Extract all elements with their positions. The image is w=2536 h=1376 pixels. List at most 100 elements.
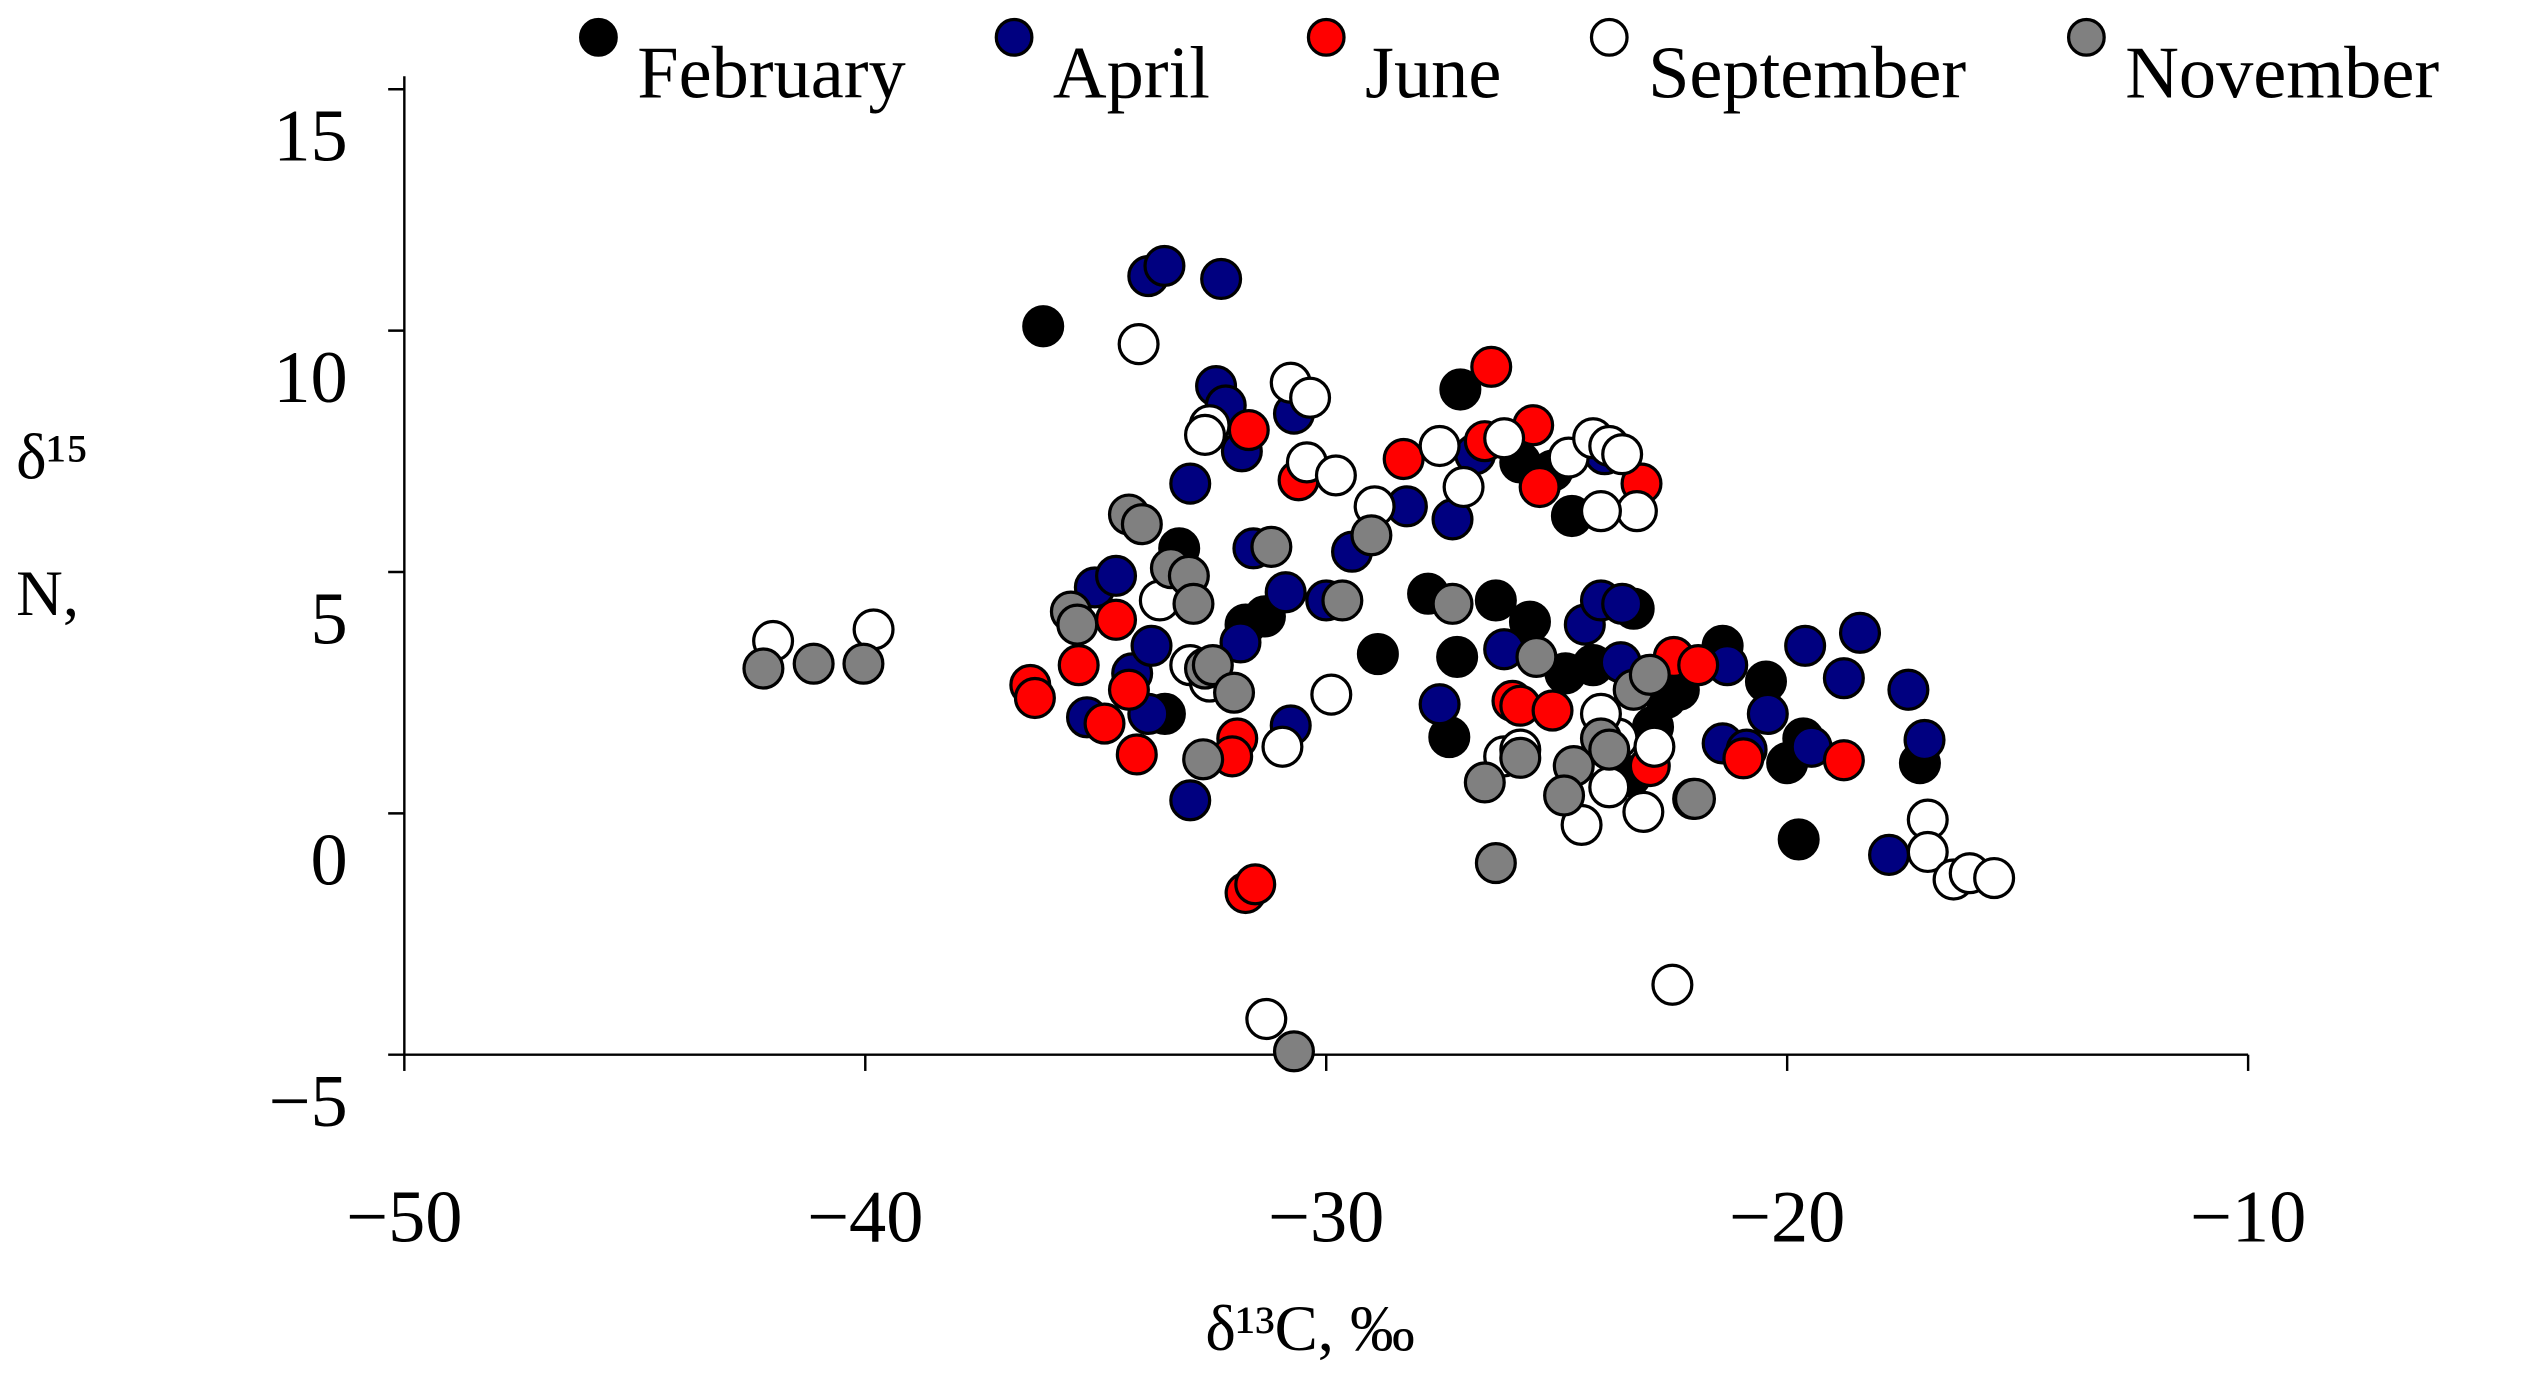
point [1868, 833, 1911, 876]
y-axis-title-box: δ¹⁵ N, [16, 420, 88, 629]
point [1777, 818, 1820, 861]
legend-label: February [637, 32, 905, 114]
point [1245, 997, 1288, 1041]
point [1289, 376, 1332, 419]
x-tick-label: −30 [1268, 1176, 1384, 1258]
point [1200, 257, 1243, 301]
point [1013, 676, 1056, 720]
point [1234, 863, 1277, 906]
point [1095, 598, 1138, 641]
point [1903, 718, 1946, 762]
point [1056, 603, 1099, 646]
point [1264, 571, 1307, 614]
point [1083, 702, 1126, 745]
point [1588, 728, 1631, 771]
point [1130, 624, 1173, 667]
point [1722, 737, 1765, 780]
point [1022, 305, 1065, 348]
legend-marker [1589, 17, 1629, 57]
point [1474, 841, 1517, 885]
point [1169, 462, 1212, 505]
point [1518, 465, 1561, 509]
point [742, 647, 785, 690]
point [1746, 692, 1789, 735]
y-tick-label: 10 [273, 337, 347, 419]
point [1474, 579, 1517, 622]
legend-marker [579, 17, 618, 57]
point [1314, 454, 1357, 497]
point [1499, 736, 1542, 779]
x-tick-label: −40 [807, 1176, 923, 1258]
y-tick-label: 0 [311, 820, 348, 902]
point [1219, 621, 1262, 664]
x-tick-label: −20 [1729, 1176, 1845, 1258]
point [842, 642, 885, 685]
x-axis-title: δ¹³C, ‰ [1205, 1293, 1414, 1365]
point [792, 642, 835, 685]
point [1183, 413, 1227, 456]
point [1213, 671, 1256, 714]
point [1350, 514, 1393, 557]
point [1633, 725, 1676, 768]
point [1107, 668, 1150, 711]
point [1588, 766, 1631, 809]
legend-marker [2066, 17, 2106, 57]
legend-marker [1306, 17, 1346, 57]
point [1784, 624, 1827, 667]
y-tick-label: 5 [311, 578, 348, 660]
legend-label: September [1648, 32, 1966, 114]
point [1822, 739, 1865, 782]
point [1483, 417, 1526, 460]
point [1120, 503, 1163, 546]
x-tick-label: −50 [346, 1176, 462, 1258]
point [1321, 579, 1364, 622]
point [1439, 368, 1482, 411]
point [1973, 856, 2016, 900]
point [1169, 779, 1212, 822]
legend-marker [994, 17, 1034, 57]
point [1057, 644, 1100, 687]
point [1143, 244, 1186, 288]
point [1272, 1030, 1315, 1073]
point [1436, 635, 1479, 679]
point [1463, 761, 1506, 804]
legend-label: June [1365, 32, 1501, 114]
point [1601, 582, 1644, 625]
point [1227, 408, 1270, 452]
point [1906, 830, 1949, 874]
point [1172, 582, 1215, 625]
y-tick-label: −5 [269, 1061, 348, 1143]
x-tick-label: −10 [2190, 1176, 2306, 1258]
point [1822, 657, 1865, 700]
point [1515, 635, 1558, 679]
point [1677, 644, 1720, 687]
point [1418, 424, 1461, 468]
point [1095, 554, 1138, 597]
point [1117, 323, 1160, 366]
point [1418, 683, 1461, 726]
point [1887, 668, 1930, 711]
point [1182, 738, 1225, 781]
legend-label: November [2125, 32, 2439, 114]
point [1622, 790, 1665, 833]
point [1310, 673, 1353, 716]
legend-label: April [1053, 32, 1210, 114]
point [1673, 777, 1717, 820]
point [1531, 689, 1574, 732]
point [1431, 582, 1474, 625]
point [1115, 733, 1158, 776]
point [1356, 632, 1399, 676]
point [1543, 774, 1586, 817]
point [1191, 644, 1234, 687]
point [1261, 725, 1304, 768]
point [1470, 345, 1513, 388]
point [1601, 433, 1644, 476]
y-tick-label: 15 [273, 96, 347, 178]
point [1442, 465, 1485, 509]
point [1615, 490, 1658, 533]
point [1628, 653, 1671, 696]
point [1651, 963, 1694, 1006]
point [1579, 490, 1622, 533]
point [1838, 611, 1882, 654]
